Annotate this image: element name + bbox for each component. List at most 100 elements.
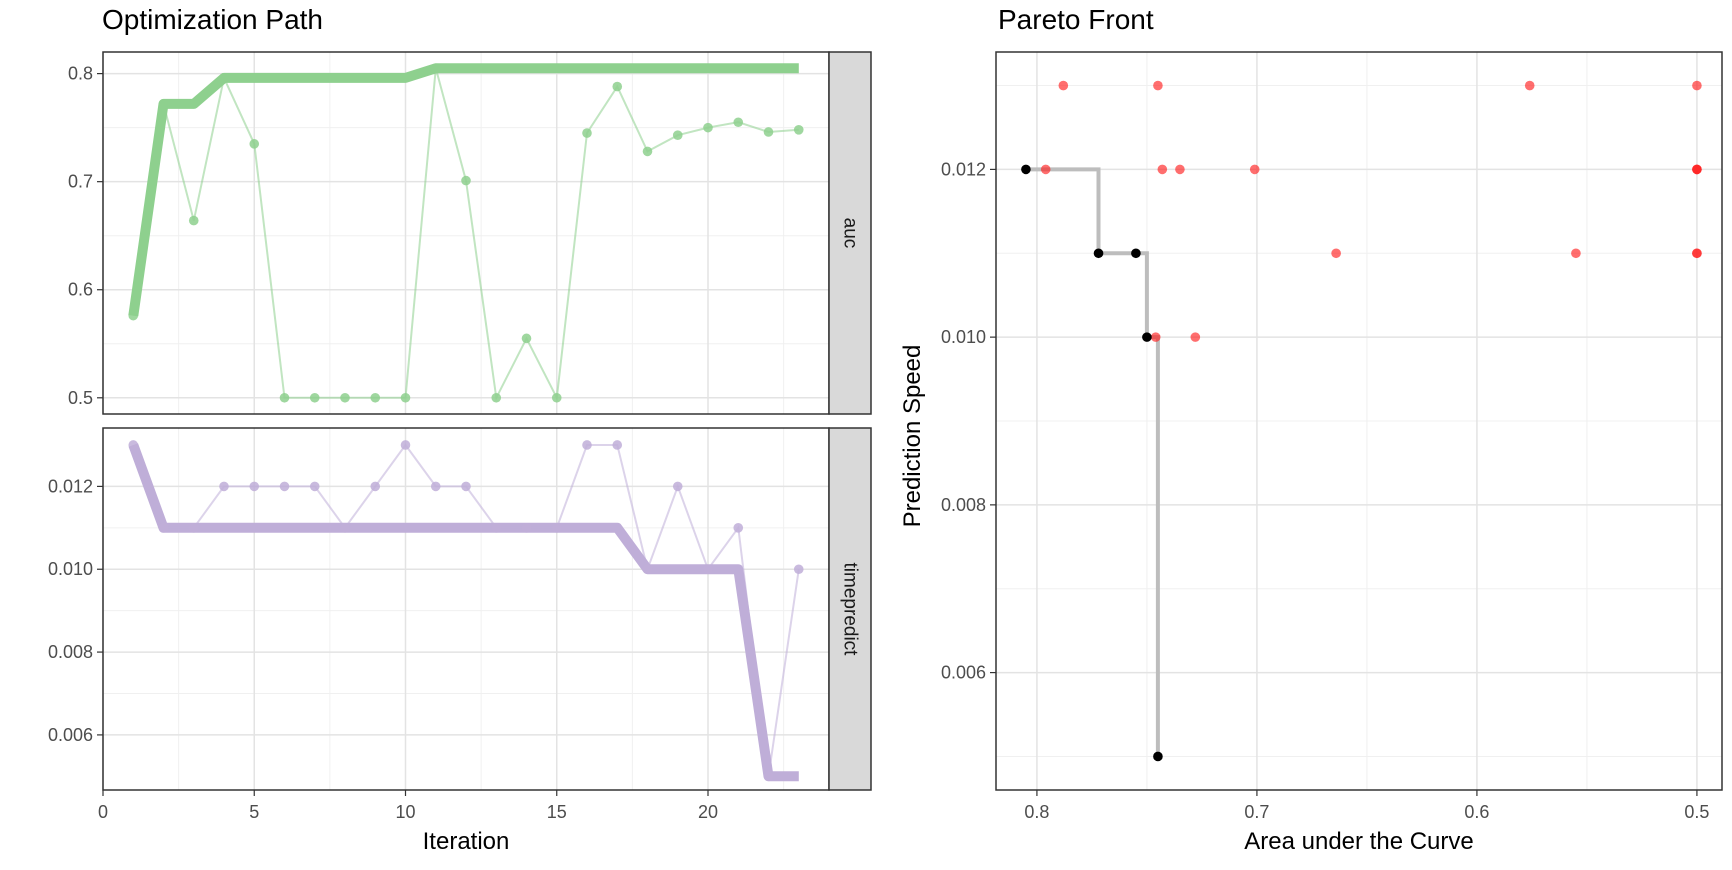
facet-strip <box>828 51 872 415</box>
observed-point <box>672 481 683 492</box>
observed-point <box>400 440 411 450</box>
observed-point <box>309 481 320 492</box>
observed-point <box>793 125 804 135</box>
observed-point <box>703 564 713 575</box>
observed-point <box>279 481 290 492</box>
x-tick-label: 10 <box>395 802 415 822</box>
best-so-far-line <box>128 443 799 782</box>
observed-point <box>703 122 713 133</box>
iteration-axis-title: Iteration <box>423 828 510 855</box>
x-tick-label: 5 <box>249 802 259 822</box>
dominated-point <box>1692 80 1702 91</box>
y-tick-label: 0.006 <box>48 725 93 745</box>
optimization-path-title: Optimization Path <box>102 4 323 35</box>
iteration-axis: 0 5 10 15 20 <box>98 790 718 822</box>
observed-point <box>370 481 381 492</box>
observed-point <box>612 440 623 450</box>
x-tick-label: 0.6 <box>1464 802 1489 822</box>
observed-point <box>400 392 411 403</box>
observed-point <box>128 440 139 450</box>
dominated-point <box>1331 248 1341 259</box>
dominated-point <box>1153 80 1163 91</box>
observed-point <box>370 392 381 403</box>
observed-point <box>612 81 623 92</box>
observed-point <box>158 99 169 109</box>
observed-point <box>249 139 260 149</box>
x-tick-label: 0.8 <box>1024 802 1049 822</box>
dominated-point <box>1524 80 1535 91</box>
dominated-point <box>1175 164 1185 175</box>
dominated-point <box>1692 248 1702 259</box>
observed-point <box>188 523 199 533</box>
observed-point <box>219 481 229 492</box>
observed-point <box>309 392 320 403</box>
y-tick-label: 0.010 <box>941 327 986 347</box>
x-tick-label: 20 <box>698 802 718 822</box>
observed-point <box>491 523 502 533</box>
dominated-point <box>1190 332 1201 342</box>
panel-border <box>995 51 1723 791</box>
x-tick-label: 0.7 <box>1244 802 1269 822</box>
observed-point <box>733 523 744 533</box>
observed-point <box>491 392 502 403</box>
y-tick-label: 0.6 <box>68 280 93 300</box>
dominated-point <box>1150 332 1161 342</box>
observed-point <box>430 481 441 492</box>
dominated-point <box>1058 80 1069 91</box>
observed-point <box>279 392 290 403</box>
observed-point <box>672 130 683 141</box>
dominated-point <box>1040 164 1051 175</box>
observed-point <box>642 564 653 575</box>
panel-background <box>103 52 829 414</box>
observed-point <box>733 117 744 128</box>
observed-point <box>551 392 562 403</box>
observed-point <box>461 481 471 492</box>
x-tick-label: 15 <box>547 802 567 822</box>
pareto-front-title: Pareto Front <box>998 4 1154 35</box>
observed-point <box>582 128 592 138</box>
y-tick-label: 0.8 <box>68 64 93 84</box>
observed-point <box>340 392 350 403</box>
observed-point <box>551 523 562 533</box>
dominated-point <box>1249 164 1260 175</box>
observed-point <box>461 175 471 186</box>
pareto-panel: 0.8 0.7 0.6 0.5 0.006 0.008 0.010 0.012 <box>941 51 1723 822</box>
y-tick-label: 0.012 <box>941 159 986 179</box>
facet-strip-label: timepredict <box>840 563 861 657</box>
auc-axis-title: Area under the Curve <box>1244 828 1473 855</box>
pareto-front-point <box>1131 248 1141 259</box>
y-tick-label: 0.008 <box>941 495 986 515</box>
observed-point <box>521 523 532 533</box>
prediction-speed-axis-title: Prediction Speed <box>899 345 926 528</box>
observed-point <box>219 73 229 83</box>
facet-strip-label: auc <box>840 218 861 249</box>
observed-point <box>128 310 139 321</box>
observed-point <box>763 127 774 137</box>
x-tick-label: 0.5 <box>1684 802 1709 822</box>
pareto-front-point <box>1142 332 1152 342</box>
observed-point <box>430 63 441 74</box>
observed-point <box>642 146 653 157</box>
pareto-front-point <box>1021 164 1031 175</box>
observed-point <box>158 523 169 533</box>
y-tick-label: 0.012 <box>48 476 93 496</box>
facet-strip <box>828 427 872 791</box>
observed-point <box>582 440 592 450</box>
observed-point <box>340 523 350 533</box>
dominated-point <box>1692 164 1702 175</box>
observed-point <box>793 564 804 575</box>
pareto-front-point <box>1093 248 1104 259</box>
y-tick-label: 0.7 <box>68 172 93 192</box>
dominated-point <box>1157 164 1168 175</box>
observed-point <box>249 481 260 492</box>
dominated-point <box>1571 248 1581 259</box>
y-tick-label: 0.006 <box>941 663 986 683</box>
y-tick-label: 0.010 <box>48 559 93 579</box>
observed-point <box>763 771 774 782</box>
best-so-far-line <box>128 63 799 317</box>
x-tick-label: 0 <box>98 802 108 822</box>
y-tick-label: 0.5 <box>68 388 93 408</box>
observed-point <box>188 215 199 226</box>
y-tick-label: 0.008 <box>48 642 93 662</box>
